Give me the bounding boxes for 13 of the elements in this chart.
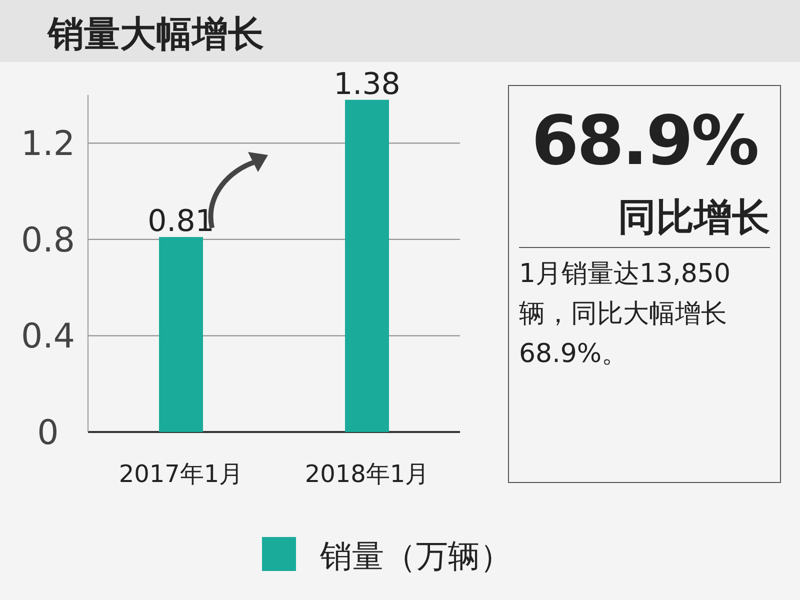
data-label: 1.38	[334, 66, 400, 102]
y-tick-label: 0.4	[20, 316, 76, 357]
text: 68.9%	[530, 101, 758, 183]
text: 1月销量达13,850辆，同比大幅增长68.9%。	[519, 258, 732, 371]
y-tick-label: 0	[37, 413, 59, 453]
legend-label: 销量（万辆）	[319, 537, 512, 575]
y-tick-label: 0.8	[20, 220, 76, 260]
x-tick-label: 2018年1月	[304, 460, 430, 488]
x-tick-label: 2017年1月	[118, 460, 244, 488]
text: 同比增长	[519, 192, 770, 248]
chart-title: 销量大幅增长	[46, 14, 264, 55]
y-tick-label: 1.2	[20, 124, 76, 164]
data-label: 0.81	[148, 204, 214, 240]
